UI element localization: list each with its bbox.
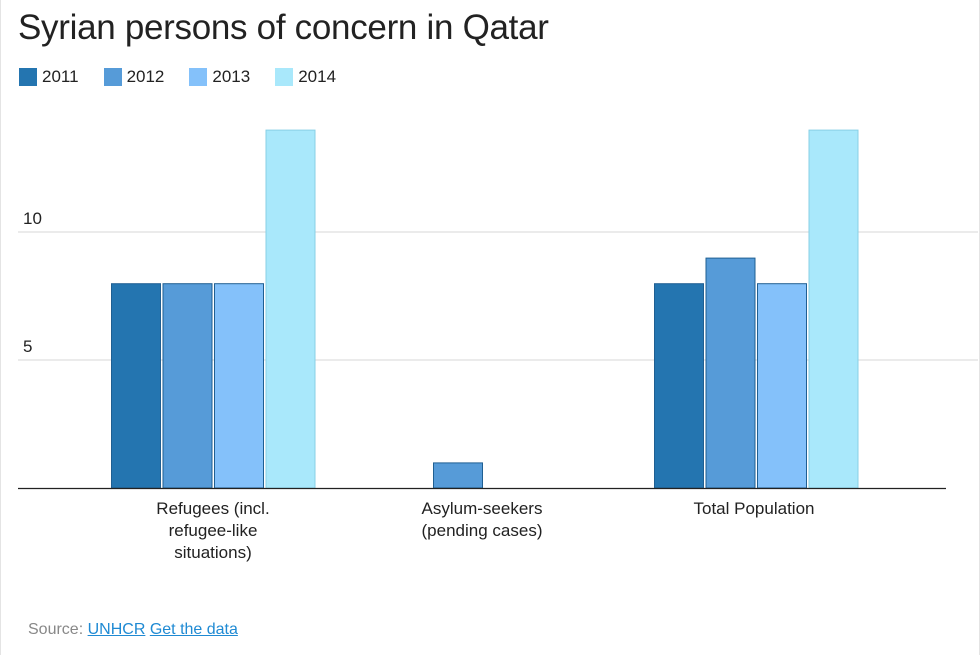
legend-swatch — [189, 68, 208, 86]
bar-2011 — [111, 283, 161, 489]
chart-legend: 2011 2012 2013 2014 — [19, 67, 361, 87]
source-link-unhcr[interactable]: UNHCR — [87, 621, 146, 638]
bar-2012 — [433, 462, 483, 489]
x-tick-label: (pending cases) — [422, 521, 543, 540]
bar-2013 — [214, 283, 264, 489]
legend-item-2013[interactable]: 2013 — [189, 67, 250, 87]
bar-2014 — [808, 129, 859, 489]
chart-title: Syrian persons of concern in Qatar — [18, 8, 549, 47]
source-line: Source: UNHCR Get the data — [28, 621, 238, 639]
legend-item-2011[interactable]: 2011 — [19, 67, 79, 87]
legend-label: 2013 — [212, 67, 251, 86]
bar-2013 — [757, 283, 807, 489]
legend-swatch — [275, 68, 294, 86]
x-tick-label: Total Population — [694, 499, 815, 518]
x-tick-label: situations) — [174, 543, 251, 562]
y-tick-label: 5 — [23, 337, 32, 356]
legend-item-2012[interactable]: 2012 — [103, 67, 165, 87]
legend-label: 2014 — [298, 67, 337, 86]
x-tick-label: refugee-like — [169, 521, 258, 540]
source-label: Source: — [28, 621, 84, 638]
x-tick-label: Refugees (incl. — [156, 499, 269, 518]
bar-2014 — [265, 129, 316, 489]
legend-swatch — [19, 68, 37, 86]
legend-label: 2011 — [42, 67, 79, 86]
bar-2011 — [654, 283, 704, 489]
y-tick-label: 10 — [23, 209, 42, 228]
legend-item-2014[interactable]: 2014 — [275, 67, 336, 87]
bar-2012 — [705, 257, 756, 489]
get-the-data-link[interactable]: Get the data — [149, 621, 238, 638]
bar-2012 — [162, 283, 213, 489]
legend-label: 2012 — [126, 67, 165, 86]
x-tick-label: Asylum-seekers — [422, 499, 543, 518]
bar-chart: 5 10 Refugees (incl. refugee-like situations… — [18, 129, 978, 562]
legend-swatch — [103, 68, 122, 86]
